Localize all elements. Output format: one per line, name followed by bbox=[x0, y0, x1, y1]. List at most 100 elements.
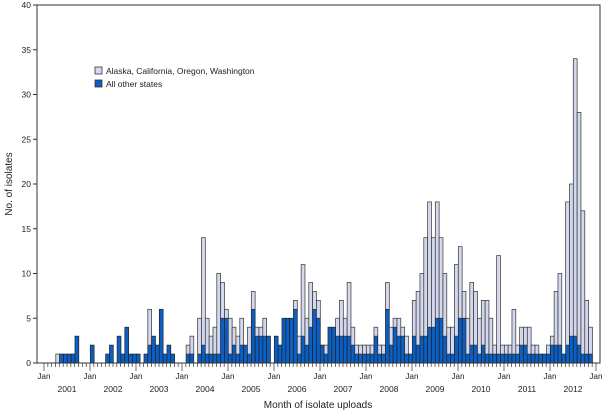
bar-other-states bbox=[569, 335, 574, 364]
bar-other-states bbox=[519, 344, 524, 364]
bar-west-states bbox=[250, 291, 256, 310]
bar-other-states bbox=[480, 344, 486, 364]
bar-west-states bbox=[227, 317, 233, 355]
bar-other-states bbox=[503, 353, 509, 364]
bar-other-states bbox=[477, 353, 482, 364]
bar-west-states bbox=[231, 326, 237, 346]
y-tick-label: 20 bbox=[22, 179, 32, 189]
bar-other-states bbox=[220, 317, 225, 364]
x-year-label: 2001 bbox=[58, 384, 77, 394]
bar-other-states bbox=[431, 326, 436, 364]
bar-other-states bbox=[565, 344, 570, 364]
bar-other-states bbox=[285, 317, 290, 364]
bar-other-states bbox=[365, 353, 371, 364]
bar-other-states bbox=[549, 344, 555, 364]
bar-other-states bbox=[135, 353, 141, 364]
bar-other-states bbox=[396, 335, 402, 364]
bar-other-states bbox=[105, 353, 110, 364]
bar-other-states bbox=[427, 326, 432, 364]
bar-west-states bbox=[342, 317, 348, 337]
bar-other-states bbox=[388, 344, 394, 364]
x-tick-label-jan: Jan bbox=[222, 372, 235, 381]
bar-west-states bbox=[469, 282, 474, 346]
bar-west-states bbox=[220, 282, 225, 319]
bar-west-states bbox=[546, 344, 551, 355]
bar-west-states bbox=[300, 264, 306, 337]
bar-other-states bbox=[461, 317, 467, 364]
bar-other-states bbox=[124, 326, 129, 364]
bar-west-states bbox=[381, 344, 386, 355]
bar-other-states bbox=[281, 317, 287, 364]
bar-west-states bbox=[296, 335, 302, 355]
x-tick-label-jan: Jan bbox=[268, 372, 281, 381]
bar-west-states bbox=[461, 291, 467, 319]
bar-west-states bbox=[293, 300, 298, 310]
x-year-label: 2009 bbox=[426, 384, 445, 394]
bar-west-states bbox=[373, 326, 379, 337]
bar-west-states bbox=[201, 237, 206, 346]
bar-west-states bbox=[450, 326, 455, 355]
bar-other-states bbox=[74, 335, 80, 364]
bar-other-states bbox=[266, 335, 271, 364]
bar-west-states bbox=[204, 317, 210, 355]
x-tick-label-jan: Jan bbox=[452, 372, 465, 381]
bar-other-states bbox=[580, 353, 586, 364]
x-tick-label-jan: Jan bbox=[130, 372, 143, 381]
bar-other-states bbox=[59, 353, 64, 364]
bar-other-states bbox=[185, 353, 191, 364]
bar-west-states bbox=[446, 326, 451, 355]
bar-other-states bbox=[358, 353, 363, 364]
bar-other-states bbox=[442, 335, 448, 364]
bar-other-states bbox=[469, 344, 474, 364]
bar-other-states bbox=[335, 335, 340, 364]
bar-west-states bbox=[312, 291, 317, 310]
bar-other-states bbox=[465, 353, 471, 364]
bar-west-states bbox=[404, 335, 409, 355]
bar-other-states bbox=[170, 353, 175, 364]
bar-other-states bbox=[369, 353, 375, 364]
bar-other-states bbox=[208, 353, 214, 364]
bar-other-states bbox=[308, 326, 313, 364]
bar-other-states bbox=[158, 308, 164, 364]
bar-west-states bbox=[576, 112, 582, 346]
bar-west-states bbox=[411, 300, 417, 337]
bar-other-states bbox=[354, 353, 359, 364]
bar-west-states bbox=[350, 326, 356, 346]
bar-west-states bbox=[500, 344, 505, 355]
bar-west-states bbox=[316, 300, 321, 319]
bar-other-states bbox=[323, 353, 329, 364]
bar-other-states bbox=[304, 344, 310, 364]
bar-west-states bbox=[385, 282, 390, 310]
bar-other-states bbox=[258, 335, 264, 364]
y-tick-label: 15 bbox=[22, 224, 32, 234]
bar-other-states bbox=[408, 353, 413, 364]
bar-other-states bbox=[438, 317, 444, 364]
bar-other-states bbox=[66, 353, 72, 364]
bar-west-states bbox=[569, 183, 574, 337]
bar-west-states bbox=[488, 317, 494, 355]
bar-west-states bbox=[515, 344, 520, 355]
bar-west-states bbox=[335, 317, 340, 337]
bar-other-states bbox=[473, 344, 478, 364]
bar-other-states bbox=[201, 344, 206, 364]
bar-west-states bbox=[584, 300, 589, 355]
bar-west-states bbox=[369, 344, 375, 355]
bar-other-states bbox=[262, 335, 267, 364]
bar-other-states bbox=[542, 353, 547, 364]
bar-other-states bbox=[235, 353, 241, 364]
bar-west-states bbox=[400, 326, 405, 337]
bar-other-states bbox=[254, 335, 260, 364]
bar-west-states bbox=[523, 326, 528, 346]
bar-other-states bbox=[584, 353, 589, 364]
bar-west-states bbox=[396, 317, 402, 337]
bar-west-states bbox=[308, 282, 313, 328]
bar-other-states bbox=[484, 353, 490, 364]
bar-other-states bbox=[362, 353, 367, 364]
bar-west-states bbox=[346, 282, 352, 337]
bar-other-states bbox=[373, 335, 379, 364]
bar-west-states bbox=[454, 264, 459, 337]
bar-west-states bbox=[377, 344, 382, 355]
bar-other-states bbox=[296, 353, 302, 364]
